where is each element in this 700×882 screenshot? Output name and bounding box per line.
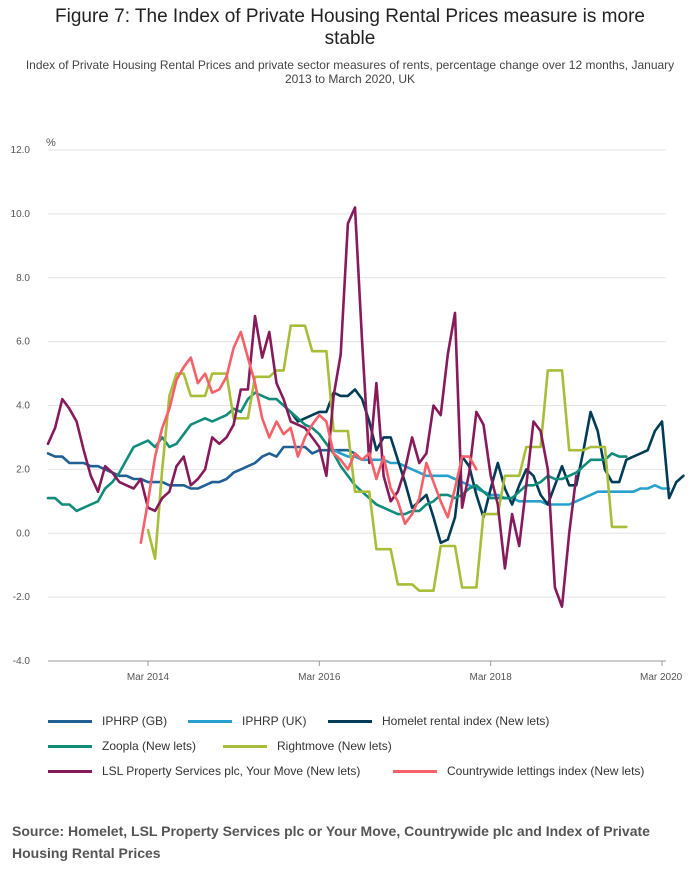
legend-swatch: [328, 719, 372, 723]
legend-label: Countrywide lettings index (New lets): [447, 764, 645, 778]
legend-item-rightmove[interactable]: Rightmove (New lets): [223, 739, 392, 753]
y-tick-label: 0.0: [16, 528, 30, 539]
legend-item-iphrp-uk[interactable]: IPHRP (UK): [188, 714, 306, 728]
legend-label: Homelet rental index (New lets): [382, 714, 550, 728]
legend-label: Zoopla (New lets): [102, 739, 197, 753]
y-tick-label: 4.0: [16, 401, 30, 412]
y-tick-label: 10.0: [11, 209, 31, 220]
series-line-homelet-rental-index-new-lets[interactable]: [289, 388, 685, 545]
series-line-rightmove-new-lets[interactable]: [146, 324, 628, 593]
y-tick-label: -4.0: [13, 656, 31, 667]
chart-subtitle: Index of Private Housing Rental Prices a…: [25, 58, 675, 86]
x-tick-label: Mar 2016: [298, 672, 341, 683]
y-tick-label: -2.0: [13, 592, 31, 603]
source-note: Source: Homelet, LSL Property Services p…: [12, 823, 650, 861]
legend-swatch: [223, 744, 267, 748]
legend-item-homelet[interactable]: Homelet rental index (New lets): [328, 714, 549, 728]
legend-swatch: [393, 769, 437, 773]
series-lines: [46, 206, 685, 609]
series-line-lsl-property-services-plc-your-move-new-lets[interactable]: [46, 206, 578, 609]
x-tick-label: Mar 2020: [640, 672, 683, 683]
legend-label: Rightmove (New lets): [277, 739, 392, 753]
y-tick-label: 6.0: [16, 337, 30, 348]
legend-label: IPHRP (UK): [242, 714, 307, 728]
x-tick-label: Mar 2014: [127, 672, 170, 683]
y-axis-unit-label: %: [46, 137, 56, 149]
series-line-zoopla-new-lets[interactable]: [46, 391, 628, 516]
x-tick-label: Mar 2018: [470, 672, 513, 683]
y-axis-ticks: -4.0 -2.0 0.0 2.0 4.0 6.0 8.0 10.0 12.0: [11, 145, 31, 667]
legend-item-countrywide[interactable]: Countrywide lettings index (New lets): [393, 764, 644, 778]
y-tick-label: 12.0: [11, 145, 31, 156]
legend-item-lsl[interactable]: LSL Property Services plc, Your Move (Ne…: [48, 764, 360, 778]
y-tick-label: 2.0: [16, 464, 30, 475]
legend-swatch: [188, 719, 232, 723]
legend-item-iphrp-gb[interactable]: IPHRP (GB): [48, 714, 167, 728]
legend-item-zoopla[interactable]: Zoopla (New lets): [48, 739, 196, 753]
series-line-countrywide-lettings-index-new-lets[interactable]: [139, 330, 478, 545]
legend-label: IPHRP (GB): [102, 714, 168, 728]
chart-title: Figure 7: The Index of Private Housing R…: [55, 6, 645, 49]
legend-swatch: [48, 719, 92, 723]
legend-label: LSL Property Services plc, Your Move (Ne…: [102, 764, 361, 778]
series-line-iphrp-gb[interactable]: [46, 445, 357, 490]
legend-swatch: [48, 744, 92, 748]
y-tick-label: 8.0: [16, 273, 30, 284]
line-chart: -4.0 -2.0 0.0 2.0 4.0 6.0 8.0 10.0 12.0 Mar 2014…: [11, 137, 685, 683]
x-axis: Mar 2014 Mar 2016 Mar 2018 Mar 2020: [48, 660, 683, 683]
legend-swatch: [48, 769, 92, 773]
